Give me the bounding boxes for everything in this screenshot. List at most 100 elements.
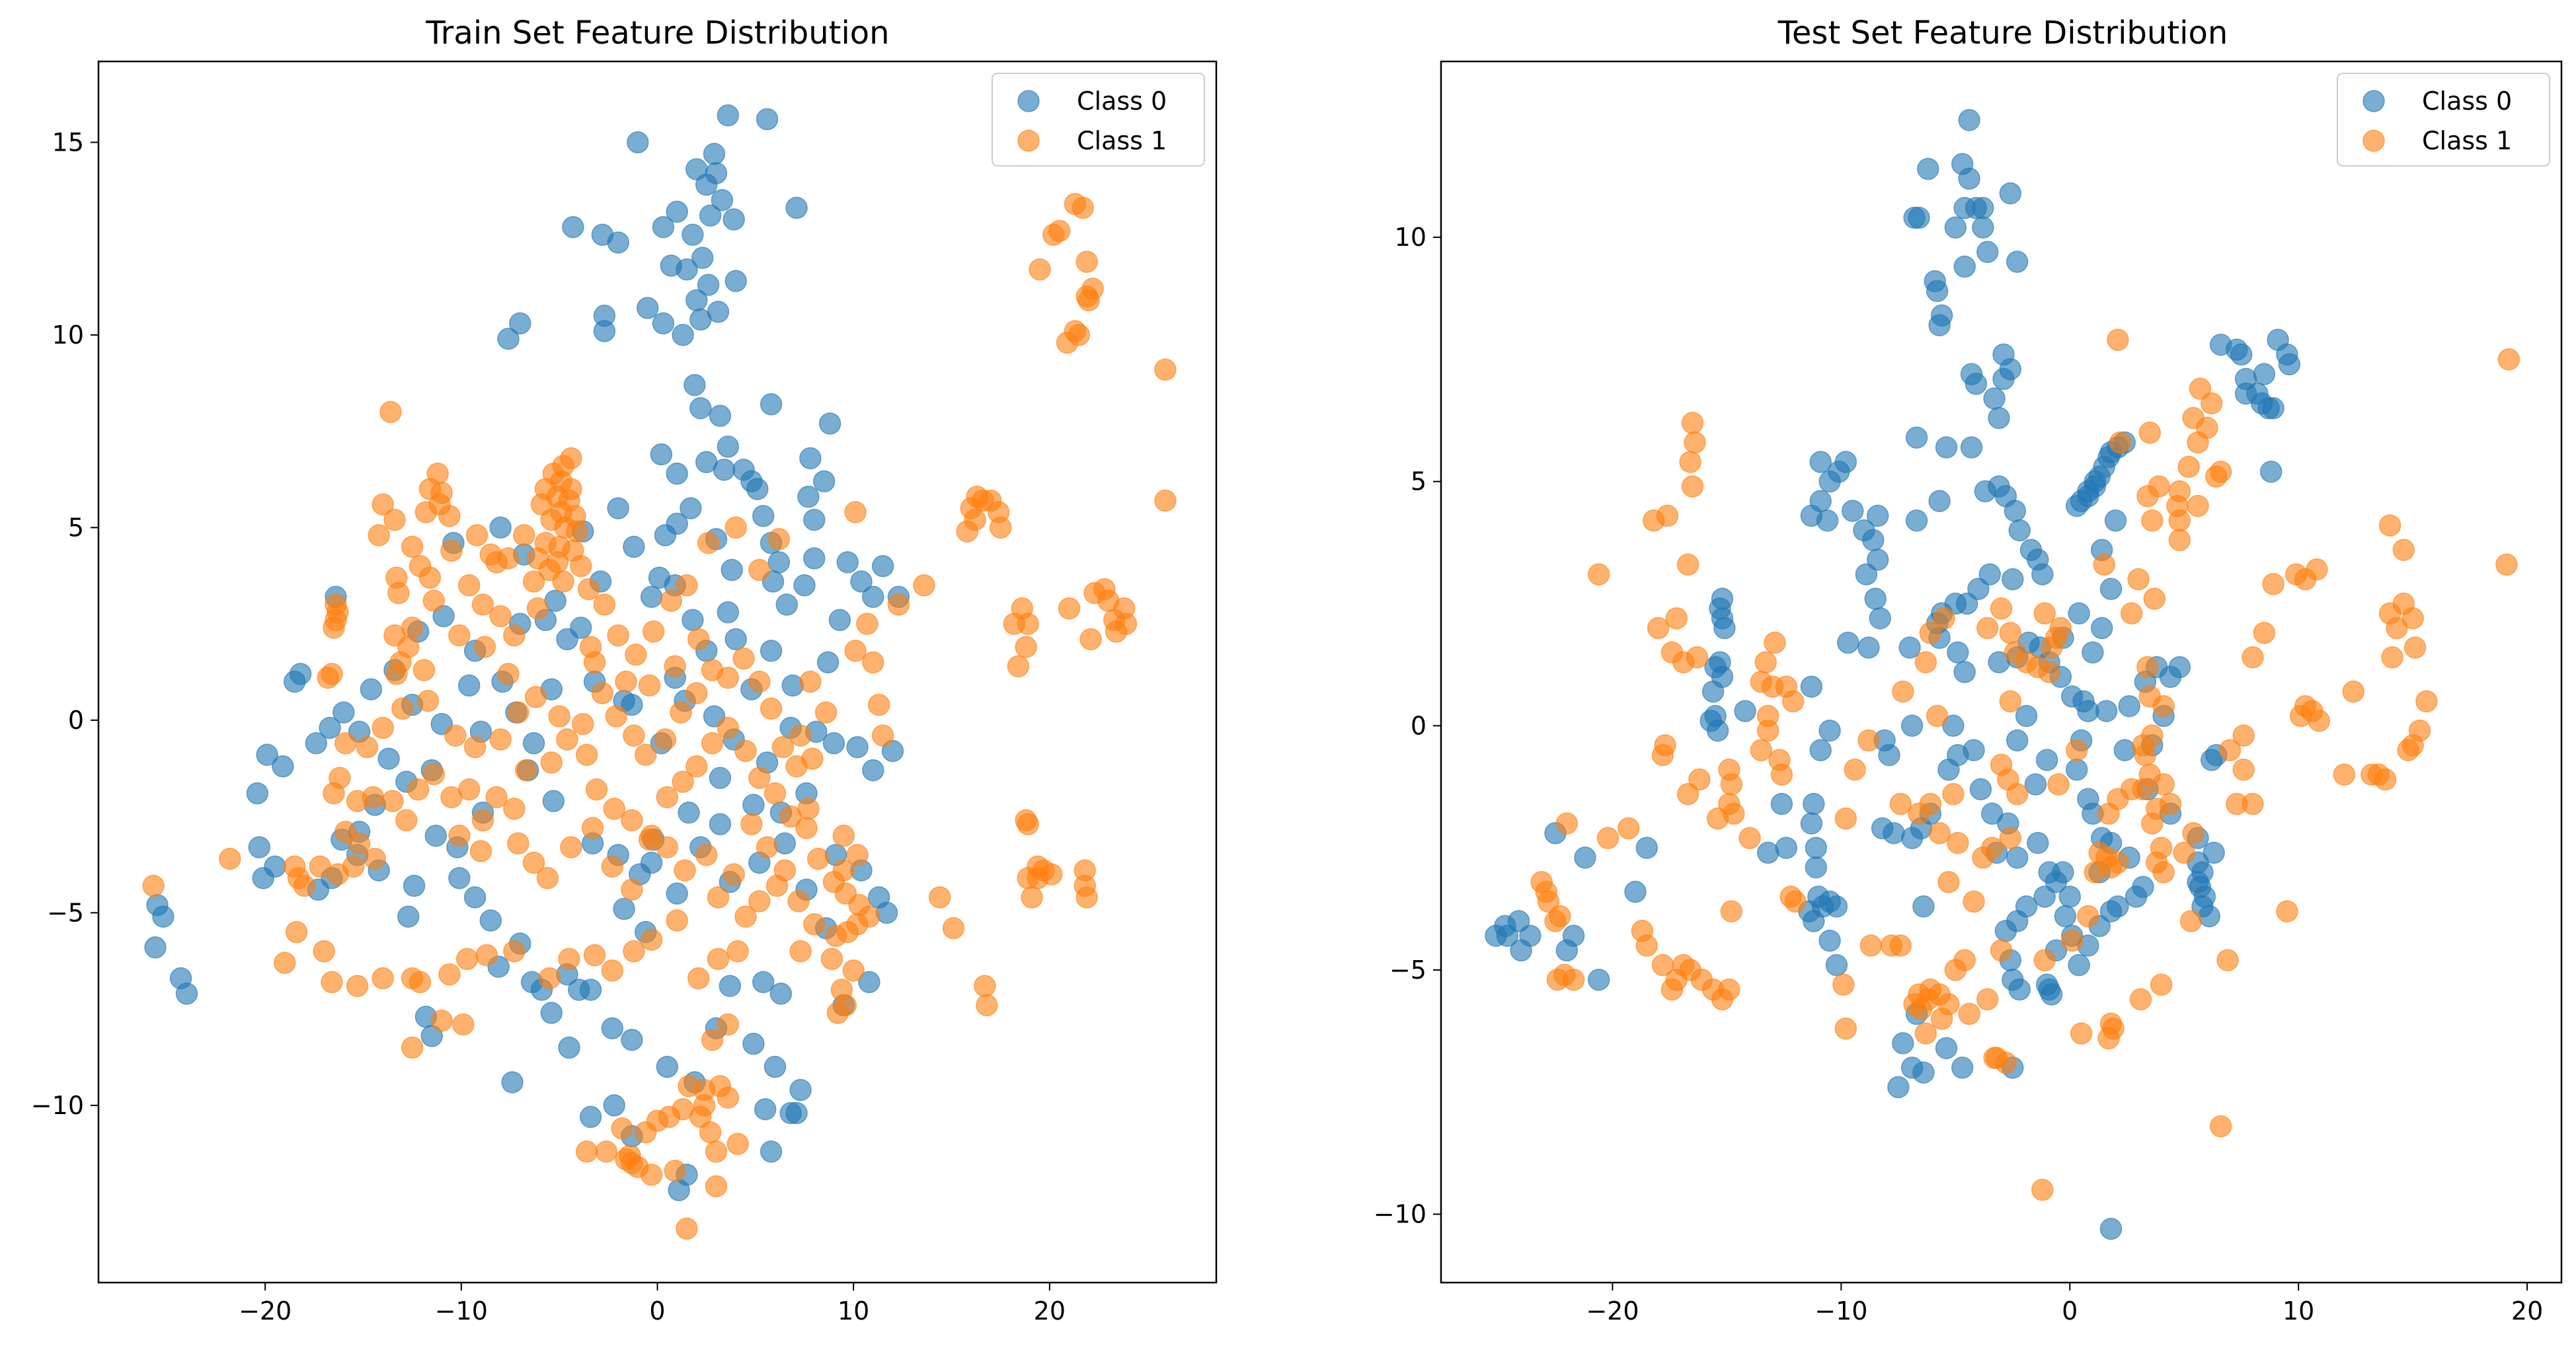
data-point [2099, 1217, 2123, 1240]
data-point [305, 732, 328, 755]
data-point [1933, 607, 1955, 630]
train-chart: Train Set Feature Distribution −20 −10 0 10… [31, 15, 1218, 1326]
data-point [691, 246, 714, 270]
data-point [1994, 920, 2017, 942]
data-point [1656, 504, 1679, 527]
data-point [397, 905, 420, 928]
data-point [552, 570, 574, 593]
data-point [1978, 563, 2001, 585]
data-point [1972, 846, 1994, 869]
data-point [409, 971, 432, 994]
data-point [636, 297, 659, 319]
data-point [475, 944, 498, 967]
data-point [652, 215, 675, 239]
legend-frame [992, 73, 1205, 167]
data-point [1951, 1057, 1974, 1079]
data-point [701, 732, 724, 755]
data-point [465, 524, 488, 546]
data-point [1908, 206, 1930, 229]
data-point [1928, 822, 1951, 844]
data-point [1660, 641, 1684, 664]
data-point [1770, 763, 1793, 786]
data-point [1937, 759, 1960, 781]
data-point [1857, 636, 1880, 659]
data-point [387, 581, 410, 605]
data-point [683, 373, 706, 396]
data-point [717, 104, 740, 127]
y-tick-label: 0 [1411, 711, 1426, 740]
data-point [455, 948, 479, 971]
data-point [2408, 719, 2431, 742]
data-point [685, 158, 708, 180]
data-point [1825, 895, 1848, 918]
data-point [579, 979, 602, 1001]
data-point [2120, 778, 2143, 801]
data-point [2107, 328, 2129, 352]
data-point [1862, 529, 1885, 552]
legend-marker [2362, 90, 2385, 112]
data-point [803, 547, 826, 570]
data-point [1953, 255, 1976, 278]
data-point [593, 320, 616, 342]
data-point [142, 874, 165, 897]
data-point [522, 570, 545, 593]
data-point [1999, 827, 2022, 850]
data-point [1631, 920, 1654, 942]
data-point [2278, 353, 2301, 376]
data-point [634, 743, 657, 767]
data-point [1905, 426, 1928, 449]
data-point [362, 786, 385, 809]
data-point [1880, 934, 1903, 957]
data-point [440, 786, 463, 809]
data-point [1770, 792, 1793, 815]
data-point [803, 913, 826, 936]
data-point [942, 917, 965, 940]
data-point [2136, 655, 2159, 679]
data-point [1869, 607, 1891, 630]
data-point [2308, 710, 2331, 732]
data-point [1154, 358, 1177, 381]
data-point [575, 1141, 598, 1163]
data-point [2068, 602, 2090, 625]
data-point [1684, 431, 1706, 454]
data-point [1942, 714, 1965, 737]
data-point [575, 743, 598, 767]
data-point [2090, 617, 2113, 640]
data-point [522, 851, 545, 874]
data-point [1079, 628, 1102, 651]
data-point [1958, 108, 1980, 131]
data-point [317, 666, 339, 689]
data-point [1866, 504, 1889, 527]
series-class-1 [142, 192, 1177, 1240]
data-point [507, 832, 529, 855]
data-point [175, 983, 198, 1005]
data-point [666, 882, 688, 905]
data-point [558, 948, 580, 971]
data-point [2216, 949, 2239, 971]
data-point [1105, 620, 1128, 643]
data-point [2306, 558, 2328, 581]
data-point [560, 836, 582, 858]
data-point [371, 716, 394, 739]
data-point [485, 786, 508, 809]
data-point [2187, 494, 2209, 517]
data-point [556, 628, 578, 651]
data-point [389, 651, 412, 674]
y-tick-label: 10 [52, 320, 84, 350]
data-point [1803, 792, 1825, 815]
data-point [1635, 837, 1659, 859]
data-point [2166, 494, 2189, 517]
data-point [625, 644, 647, 666]
data-point [1510, 939, 1532, 962]
data-point [1017, 813, 1039, 836]
data-point [2129, 988, 2152, 1011]
data-point [682, 223, 704, 246]
data-point [219, 847, 241, 870]
data-point [509, 312, 531, 335]
data-point [678, 802, 700, 824]
data-point [471, 593, 494, 616]
data-point [605, 705, 627, 728]
data-point [1075, 886, 1098, 909]
data-point [1713, 617, 1736, 640]
data-point [526, 597, 549, 620]
